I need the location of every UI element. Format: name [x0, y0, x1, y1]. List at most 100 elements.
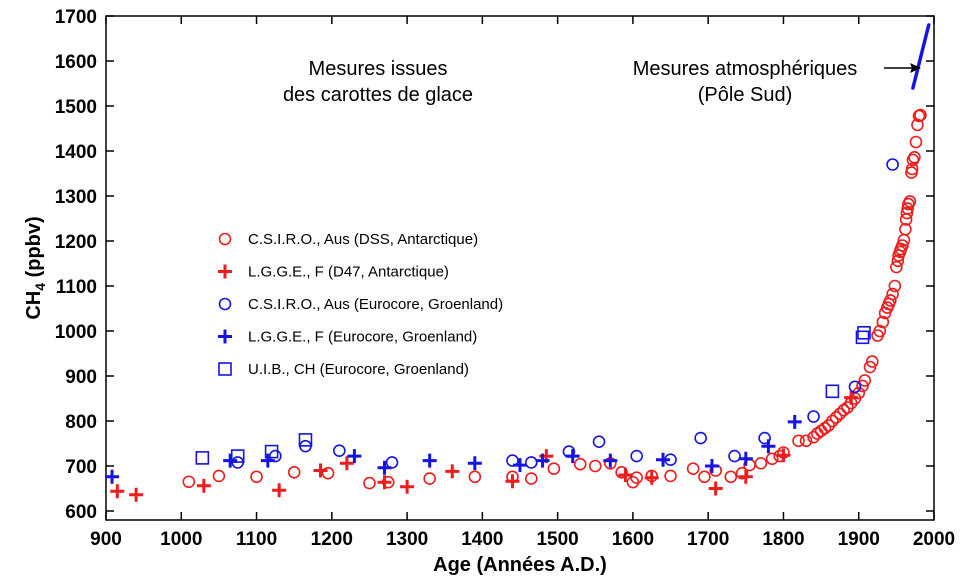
series-2-point: [694, 431, 707, 445]
series-1-point: [313, 463, 328, 478]
series-0-point: [858, 374, 872, 387]
series-3-point: [535, 453, 550, 468]
series-0-point: [837, 403, 850, 417]
series-4-point: [298, 433, 313, 447]
y-tick-label: 1000: [55, 322, 97, 343]
series-3-point: [656, 452, 671, 467]
series-0-point: [884, 294, 897, 307]
series-0-point: [792, 434, 805, 448]
series-3-point: [761, 439, 776, 454]
series-0-point: [182, 475, 196, 489]
y-tick-label: 1700: [55, 7, 97, 28]
series-0-point: [321, 466, 335, 480]
series-1-point: [400, 479, 415, 494]
x-tick-label: 1300: [386, 529, 428, 550]
y-axis-title-main: CH: [23, 291, 45, 320]
y-tick-label: 1600: [55, 52, 97, 73]
series-2-point: [848, 380, 862, 394]
series-2-point: [524, 456, 538, 469]
series-2-point: [630, 449, 643, 463]
x-axis-title: Age (Années A.D.): [433, 554, 607, 576]
y-tick-label: 600: [65, 502, 97, 523]
series-3-point: [738, 451, 753, 466]
series-0-point: [876, 315, 890, 329]
series-0-point: [888, 279, 902, 293]
y-tick-label: 900: [65, 367, 97, 388]
series-3-point: [513, 458, 527, 473]
series-0-point: [363, 476, 376, 490]
series-2-point: [269, 449, 282, 463]
series-1-point: [618, 468, 633, 482]
series-0-point: [814, 424, 828, 438]
series-0-point: [873, 324, 887, 338]
series-1-point: [738, 469, 753, 484]
series-3-point: [347, 449, 362, 464]
legend-marker-4: [218, 362, 232, 376]
series-3-point: [223, 453, 238, 468]
series-0-point: [890, 260, 903, 274]
legend: C.S.I.R.O., Aus (DSS, Antarctique) L.G.G.…: [218, 231, 503, 378]
series-3-point: [105, 469, 120, 484]
series-0-point: [901, 202, 914, 215]
series-4-point: [855, 330, 870, 345]
legend-label-2: C.S.I.R.O., Aus (Eurocore, Groenland): [248, 296, 503, 313]
series-1-point: [844, 390, 859, 405]
series-0-point: [724, 470, 738, 484]
series-3-point: [787, 414, 802, 429]
legend-marker-2: [218, 297, 232, 311]
series-0-point: [573, 457, 587, 471]
series-0-point: [900, 206, 914, 220]
series-1-point: [377, 475, 392, 490]
series-0-point: [908, 151, 921, 164]
legend-label-4: U.I.B., CH (Eurocore, Groenland): [248, 361, 469, 378]
series-4-point: [825, 384, 840, 399]
series-0-point: [899, 223, 912, 236]
series-0-point: [833, 407, 847, 421]
atmospheric-label-1: Mesures atmosphériques: [633, 58, 858, 80]
y-tick-label: 1200: [55, 232, 97, 253]
series-0-point: [287, 465, 301, 479]
legend-marker-0: [218, 232, 232, 246]
ice-core-label-2: des carottes de glace: [283, 84, 473, 106]
series-0-point: [818, 421, 832, 435]
x-tick-label: 1900: [838, 529, 880, 550]
series-0-point: [735, 466, 749, 480]
x-tick-label: 1100: [236, 529, 277, 550]
series-0-point: [588, 459, 602, 473]
series-0-point: [905, 162, 919, 176]
x-tick-label: 1800: [762, 529, 804, 550]
series-0-point: [896, 239, 909, 252]
series-2-point: [385, 456, 399, 469]
series-0-point: [852, 386, 866, 400]
series-2-point: [758, 431, 771, 445]
series-1-point: [776, 448, 791, 463]
series-0-point: [865, 355, 879, 368]
series-0-point: [891, 254, 905, 268]
series-4-point: [195, 451, 210, 465]
x-tick-label: 1400: [461, 529, 503, 550]
y-axis-title-sub: 4: [32, 283, 48, 291]
series-2-point: [506, 454, 519, 467]
series-3-point: [377, 460, 392, 475]
series-4-point: [230, 449, 245, 463]
series-0-point: [212, 469, 226, 483]
series-0-point: [799, 434, 813, 448]
series-1-point: [110, 484, 125, 499]
series-0-point: [909, 135, 923, 149]
series-2-point: [592, 435, 606, 449]
atmospheric-arrow-head: [910, 63, 921, 73]
series-3-point: [422, 453, 437, 468]
legend-label-0: C.S.I.R.O., Aus (DSS, Antarctique): [248, 231, 478, 248]
series-0-point: [829, 411, 843, 424]
series-2-point: [886, 158, 899, 171]
series-4-point: [857, 325, 871, 340]
x-tick-label: 1000: [160, 529, 202, 550]
plot-frame: [105, 15, 935, 521]
y-tick-label: 800: [65, 412, 97, 433]
series-0-point: [664, 469, 677, 483]
series-2-point: [807, 410, 820, 423]
y-tick-label: 1500: [55, 97, 97, 118]
series-0-point: [468, 470, 482, 484]
series-2-point: [728, 449, 741, 463]
